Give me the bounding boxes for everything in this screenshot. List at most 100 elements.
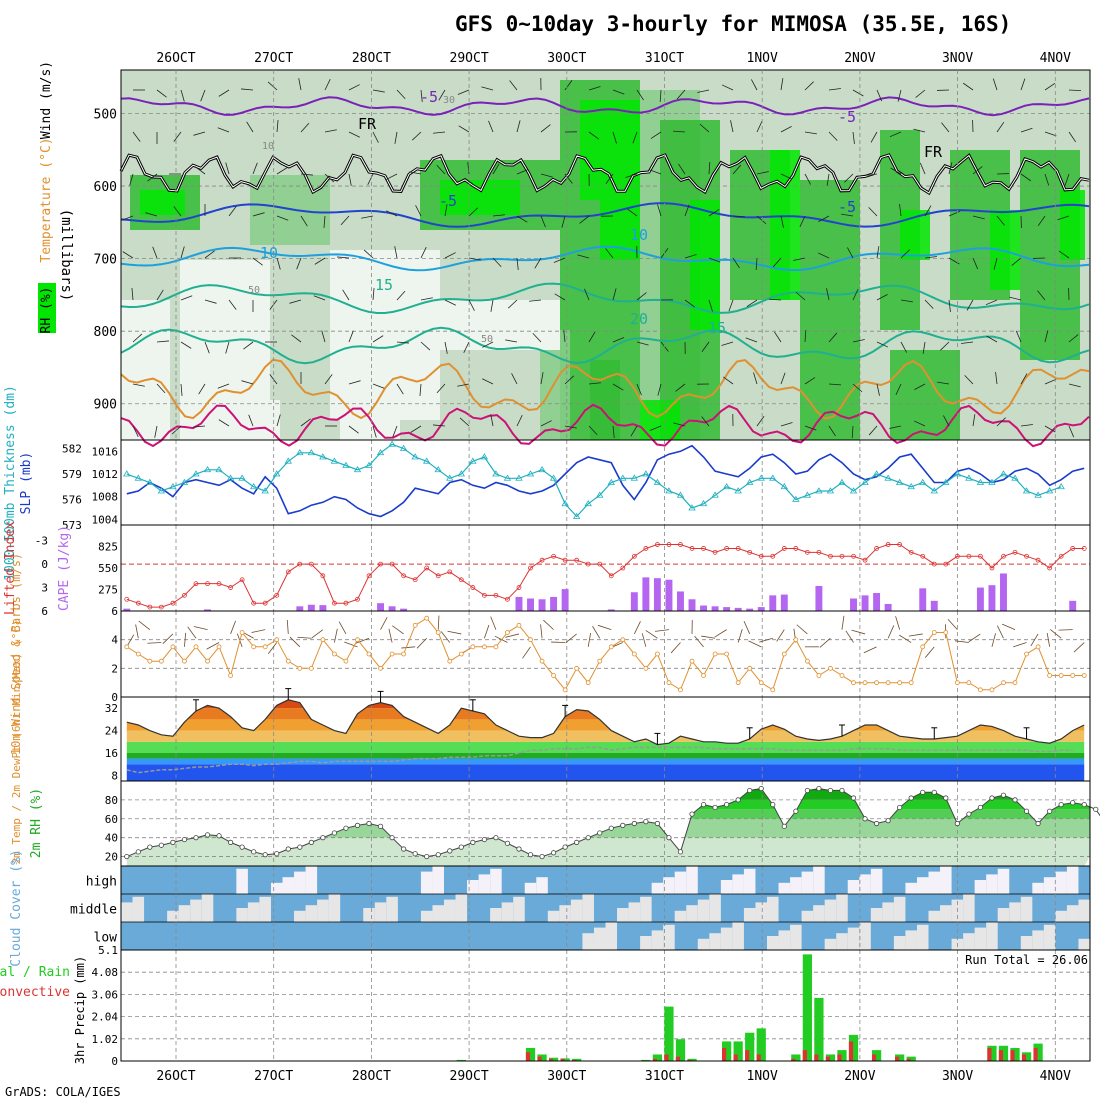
dewpoint-line	[126, 746, 1073, 774]
wind-barb	[180, 89, 185, 102]
cloud-cell	[455, 894, 468, 922]
precip-total-bar	[745, 1032, 755, 1061]
wind-barb	[1044, 131, 1057, 137]
wind-barb	[482, 341, 494, 348]
wind-barb	[1011, 257, 1022, 266]
thickness-tick-label: 576	[62, 494, 82, 507]
cloud-cell	[940, 866, 952, 894]
rh-shade-patch	[640, 400, 680, 440]
wind-barb	[804, 425, 817, 431]
surface-wind-barb	[887, 625, 895, 639]
thickness-point	[123, 470, 131, 477]
cloud-cell	[201, 894, 214, 922]
wind-barb	[780, 126, 792, 133]
cloud-cell	[847, 880, 860, 894]
wind-barb	[529, 299, 542, 302]
rh-point	[654, 820, 661, 827]
wind-barb	[396, 383, 404, 395]
wind-barb	[899, 204, 902, 217]
rh-point	[562, 844, 568, 850]
wind-barb	[780, 78, 784, 91]
wind-barb	[746, 299, 758, 307]
cloud-cell	[294, 910, 306, 922]
contour-label: 50	[248, 285, 260, 296]
wind-barb	[200, 89, 206, 102]
thickness-point	[561, 499, 569, 507]
wind-barb	[889, 131, 902, 138]
wind-tick-label: 2	[111, 662, 118, 675]
wind-barb	[636, 89, 644, 101]
wind-barb	[828, 425, 836, 437]
li-point	[124, 596, 130, 602]
wind-barb	[630, 425, 638, 437]
li-point	[366, 573, 372, 579]
wind-barb	[490, 414, 494, 427]
cloud-cell	[801, 871, 814, 894]
thickness-point	[815, 487, 823, 494]
cape-bar	[746, 608, 754, 611]
wind-barb	[348, 425, 359, 434]
precip-tick-label: 4.08	[92, 966, 119, 979]
cloud-cell	[294, 871, 306, 894]
wind-barb	[481, 86, 494, 91]
precip-conv-bar	[652, 1058, 657, 1061]
rh-shade-patch	[800, 180, 860, 440]
wind-barb	[756, 215, 767, 225]
wind-barb	[992, 78, 998, 91]
isotherm-5	[120, 202, 1090, 228]
cape-bar	[307, 604, 315, 611]
wind-barb	[876, 341, 889, 348]
wind-barb	[540, 124, 551, 133]
wind-barb	[605, 248, 614, 259]
wind-barb	[225, 162, 230, 175]
wind-barb	[940, 341, 950, 351]
cape-axis-label: CAPE (J/kg)	[57, 525, 72, 611]
wind-barb	[876, 383, 880, 396]
li-point	[724, 546, 730, 551]
precip-total-bar	[652, 1054, 663, 1061]
cloud-cell	[709, 933, 721, 950]
wind-barb	[636, 341, 649, 346]
contour-label: 15	[375, 276, 393, 294]
cloud-cell	[559, 905, 571, 922]
pressure-tick-label: 800	[94, 325, 117, 340]
li-point	[355, 596, 360, 602]
wind-barb	[612, 131, 617, 144]
wind-speed-point	[770, 687, 776, 693]
surface-wind-barb	[297, 636, 312, 639]
li-point	[597, 561, 603, 567]
wind-barb	[876, 294, 888, 301]
wind-barb	[361, 215, 374, 219]
precip-conv-bar	[802, 1050, 807, 1061]
wind-barb	[828, 332, 838, 343]
cloud-cell	[674, 871, 687, 894]
cloud-cell	[420, 910, 433, 922]
wind-speed-point	[851, 680, 856, 686]
wind-barb	[507, 299, 518, 309]
cloud-cell	[847, 927, 860, 950]
cape-bar	[400, 608, 408, 611]
wind-barb	[156, 340, 169, 343]
li-point	[158, 604, 164, 610]
wind-barb	[826, 288, 830, 301]
cloud-cell	[247, 902, 260, 922]
wind-speed-point	[1058, 673, 1064, 678]
precip-total-bar	[802, 954, 812, 1061]
cloud-cell	[513, 896, 525, 922]
li-point	[447, 569, 453, 575]
wind-barb	[300, 122, 310, 133]
rh-point	[366, 820, 372, 827]
precip-conv-bar	[722, 1047, 727, 1061]
surface-wind-barb	[490, 616, 497, 630]
temp-panel-label: 2m Temp / 2m DewPt (6hr Min/Max) (°C)	[10, 619, 23, 864]
wind-barb	[291, 334, 302, 343]
wind-barb	[612, 337, 625, 343]
cloud-cell	[444, 899, 456, 922]
wind-barb	[895, 383, 902, 396]
wind-barb	[228, 299, 237, 310]
thickness-point	[757, 474, 765, 481]
li-point	[1024, 553, 1029, 559]
rh-point	[354, 822, 361, 828]
li-point	[435, 573, 441, 579]
cloud-cell	[686, 905, 698, 922]
